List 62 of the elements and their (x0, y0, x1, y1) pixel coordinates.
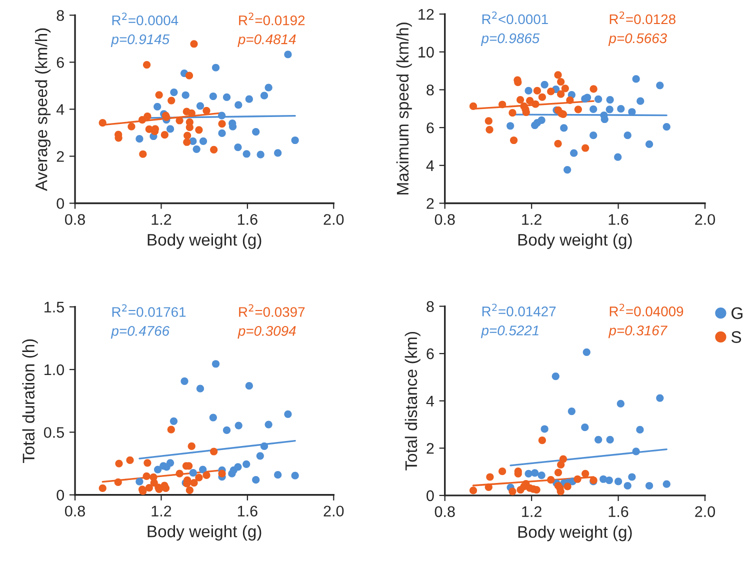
x-tick-label: 1.2 (152, 506, 172, 516)
x-tick-label: 1.6 (608, 506, 628, 518)
x-axis-title: Body weight (g) (518, 526, 632, 542)
annotation: p=0.4814 (238, 34, 296, 47)
legend-label: S (731, 331, 742, 343)
annotation: R$^{2}$<0.0001 (482, 12, 548, 24)
annotation: R$^{2}$=0.01427 (482, 304, 556, 316)
y-axis-title: Average speed (km/h) (35, 28, 51, 192)
y-tick-label: 0 (56, 490, 64, 501)
y-tick-label: 0 (426, 490, 434, 502)
x-axis-title: Body weight (g) (518, 233, 632, 249)
annotation: R$^{2}$=0.0192 (239, 12, 305, 26)
annotation: p=0.5663 (608, 33, 667, 46)
y-tick-label: 2 (56, 151, 64, 162)
annotation: p=0.9865 (480, 33, 540, 46)
x-tick-label: 1.2 (152, 214, 172, 225)
y-tick-label: 8 (426, 84, 434, 96)
annotation: p=0.3094 (238, 326, 296, 339)
x-tick-label: 0.8 (434, 506, 455, 518)
y-tick-label: 2 (426, 198, 434, 209)
x-axis-title: Body weight (g) (148, 233, 262, 249)
y-tick-label: 4 (426, 396, 434, 406)
x-tick-label: 1.6 (608, 214, 628, 225)
x-tick-label: 1.2 (522, 214, 542, 225)
x-tick-label: 1.6 (238, 506, 258, 517)
y-tick-label: 6 (56, 57, 64, 68)
y-tick-label: 4 (56, 104, 64, 115)
y-axis-title: Total distance (km) (404, 332, 420, 470)
annotation: R$^{2}$=0.01761 (112, 304, 186, 317)
x-tick-label: 1.6 (238, 214, 258, 225)
annotation: R$^{2}$=0.0128 (610, 12, 676, 24)
y-tick-label: 0 (56, 198, 64, 209)
annotation: p=0.4766 (110, 326, 170, 339)
x-tick-label: 1.2 (522, 506, 542, 517)
x-tick-label: 0.8 (65, 506, 85, 517)
annotation: p=0.3167 (608, 326, 668, 338)
y-tick-label: 1.0 (44, 364, 64, 376)
y-tick-label: 12 (418, 8, 434, 20)
y-tick-label: 2 (426, 443, 434, 454)
annotation: p=0.5221 (480, 326, 538, 338)
y-axis-title: Total duration (h) (22, 339, 38, 464)
x-tick-label: 2.0 (695, 506, 716, 518)
x-tick-label: 0.8 (434, 214, 455, 225)
x-tick-label: 2.0 (324, 214, 344, 225)
y-tick-label: 8 (56, 10, 64, 21)
legend-label: G (732, 307, 742, 320)
x-tick-label: 2.0 (324, 506, 344, 517)
y-tick-label: 6 (426, 348, 434, 360)
x-tick-label: 0.8 (65, 214, 85, 225)
y-tick-label: 8 (426, 301, 434, 312)
y-tick-label: 6 (426, 122, 434, 134)
annotation: R$^{2}$=0.0397 (239, 304, 305, 317)
y-tick-label: 10 (418, 46, 434, 58)
y-axis-title: Maximum speed (km/h) (396, 22, 412, 194)
y-tick-label: 4 (426, 160, 434, 171)
y-tick-label: 0.5 (44, 427, 64, 438)
y-tick-label: 1.5 (44, 302, 64, 313)
x-axis-title: Body weight (g) (148, 525, 262, 541)
annotation: R$^{2}$=0.04009 (610, 304, 684, 316)
annotation: p=0.9145 (110, 34, 170, 47)
x-tick-label: 2.0 (695, 214, 716, 225)
annotation: R$^{2}$=0.0004 (112, 12, 178, 26)
